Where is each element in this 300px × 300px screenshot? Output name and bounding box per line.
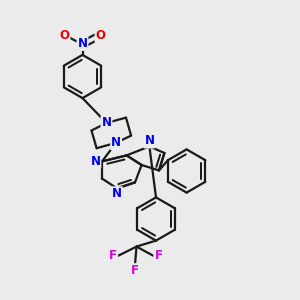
Text: F: F	[109, 249, 117, 262]
Text: N: N	[101, 116, 112, 130]
Text: F: F	[131, 264, 139, 277]
Text: O: O	[59, 29, 70, 42]
Text: N: N	[111, 136, 121, 149]
Text: N: N	[77, 37, 88, 50]
Text: N: N	[144, 134, 154, 148]
Text: O: O	[95, 29, 106, 42]
Text: F: F	[154, 249, 162, 262]
Text: N: N	[90, 155, 100, 168]
Text: N: N	[112, 187, 122, 200]
